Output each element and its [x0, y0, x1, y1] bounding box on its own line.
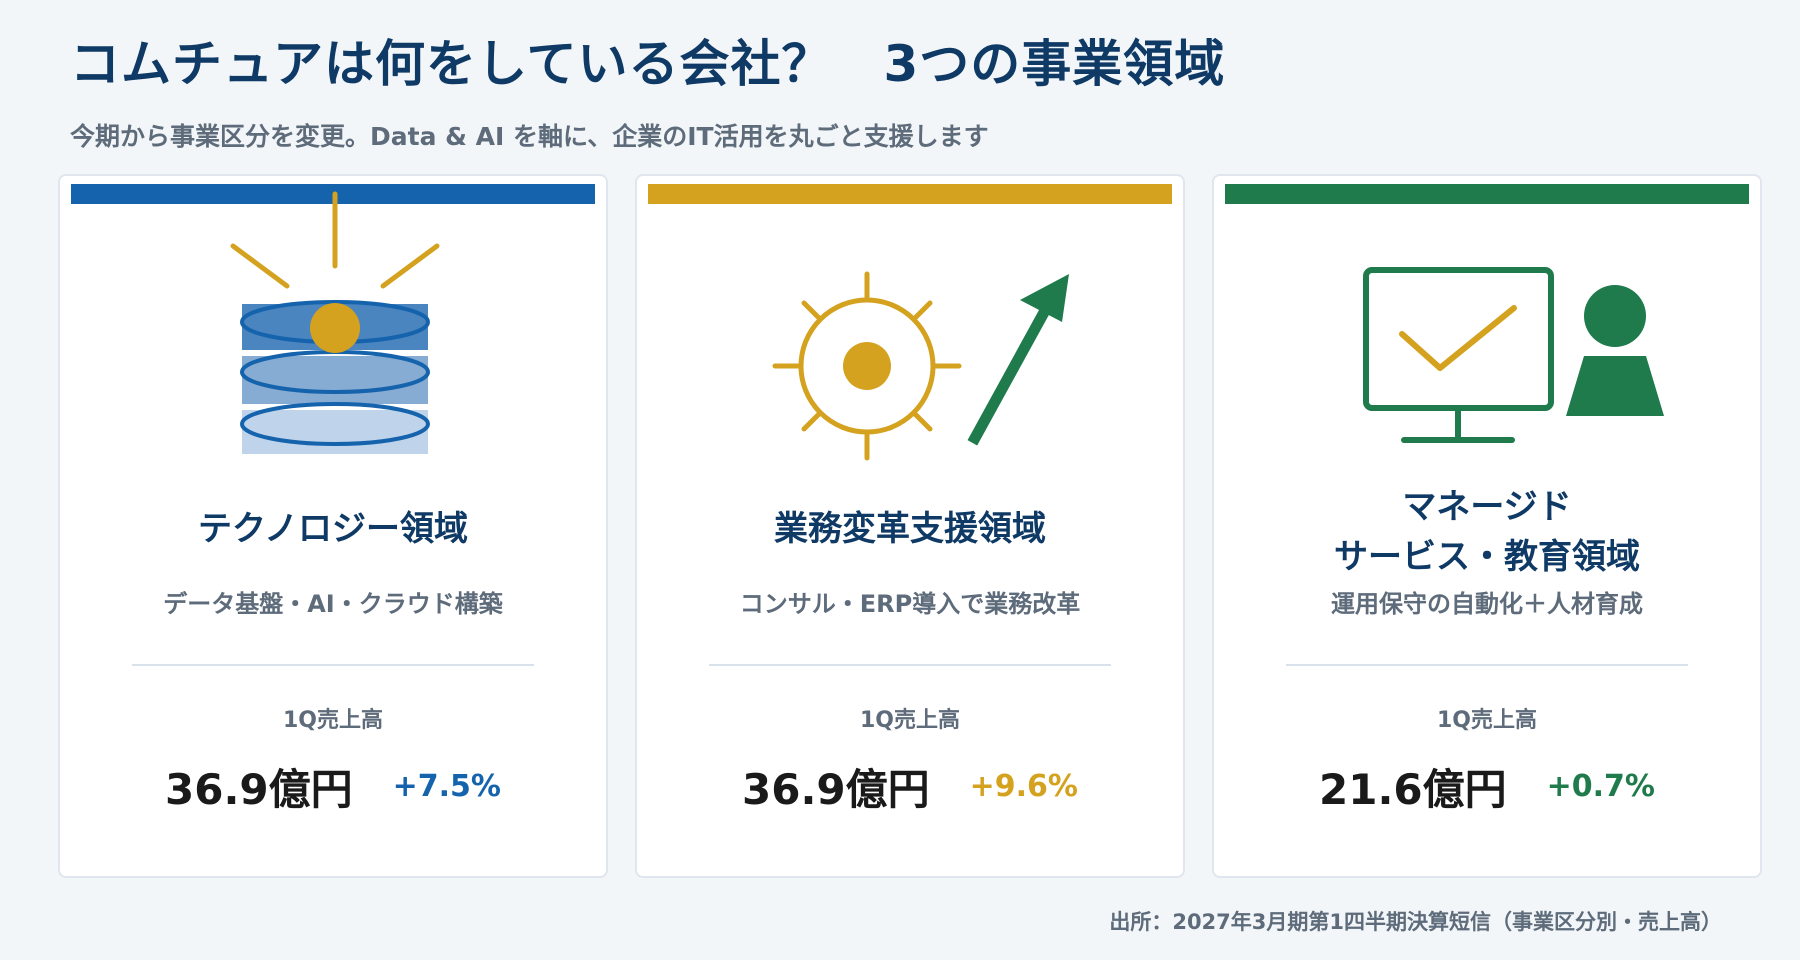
card-title-line1: マネージド — [1402, 487, 1572, 527]
monitor-person-icon — [1363, 267, 1664, 443]
card-accent-bar — [648, 184, 1172, 204]
card-technology: テクノロジー領域 データ基盤・AI・クラウド構築 1Q売上高 36.9億円 +7.… — [58, 174, 608, 878]
page-subtitle: 今期から事業区分を変更。Data & AI を軸に、企業のIT活用を丸ごと支援し… — [70, 122, 989, 151]
metric-value: 36.9億円 — [742, 765, 930, 814]
metric-row: 21.6億円 +0.7% — [1214, 756, 1760, 817]
metric-value: 21.6億円 — [1319, 765, 1507, 814]
card-divider — [709, 664, 1111, 666]
card-business-transformation: 業務変革支援領域 コンサル・ERP導入で業務改革 1Q売上高 36.9億円 +9.… — [635, 174, 1185, 878]
card-divider — [132, 664, 534, 666]
data-stack-icon — [230, 191, 440, 454]
card-divider — [1286, 664, 1688, 666]
card-title-line1: 業務変革支援領域 — [774, 509, 1046, 549]
gear-growth-icon — [772, 271, 1069, 461]
card-managed-services: マネージド サービス・教育領域 運用保守の自動化＋人材育成 1Q売上高 21.6… — [1212, 174, 1762, 878]
card-title: テクノロジー領域 — [60, 504, 606, 554]
card-title-line1: テクノロジー領域 — [198, 509, 468, 549]
page-title: コムチュアは何をしている会社？ 3つの事業領域 — [70, 35, 1226, 93]
card-title: マネージド サービス・教育領域 — [1214, 482, 1760, 582]
metric-growth: +0.7% — [1546, 769, 1655, 804]
card-accent-bar — [1225, 184, 1749, 204]
metric-label: 1Q売上高 — [282, 708, 383, 733]
card-description: 運用保守の自動化＋人材育成 — [1331, 590, 1643, 618]
card-title-line2: サービス・教育領域 — [1334, 537, 1640, 577]
source-note: 出所：2027年3月期第1四半期決算短信（事業区分別・売上高） — [1109, 910, 1722, 934]
card-description: データ基盤・AI・クラウド構築 — [163, 590, 503, 618]
metric-value: 36.9億円 — [165, 765, 353, 814]
metric-label: 1Q売上高 — [1436, 708, 1537, 733]
metric-growth: +7.5% — [392, 769, 501, 804]
card-description: コンサル・ERP導入で業務改革 — [739, 590, 1081, 618]
metric-growth: +9.6% — [969, 769, 1078, 804]
metric-row: 36.9億円 +9.6% — [637, 756, 1183, 817]
metric-row: 36.9億円 +7.5% — [60, 756, 606, 817]
card-title: 業務変革支援領域 — [637, 504, 1183, 554]
metric-label: 1Q売上高 — [859, 708, 960, 733]
